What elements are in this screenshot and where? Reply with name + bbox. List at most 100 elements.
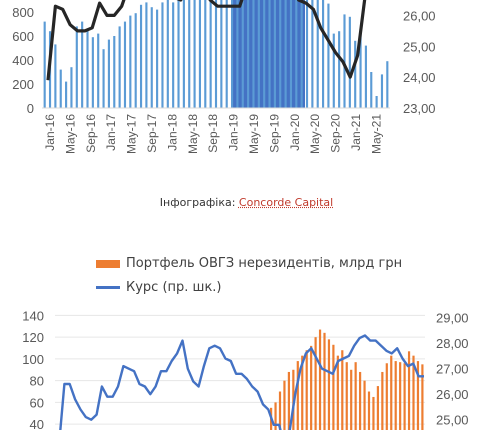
bar xyxy=(345,362,348,430)
x-tick-label: Sep-16 xyxy=(84,114,98,153)
bar xyxy=(166,0,169,108)
bar xyxy=(263,0,266,108)
bar xyxy=(372,396,375,430)
bar xyxy=(161,2,164,108)
bar xyxy=(367,391,371,430)
bar xyxy=(385,363,388,430)
x-tick-label: May-20 xyxy=(308,114,322,154)
x-tick-label: Jan-19 xyxy=(227,114,241,151)
bar xyxy=(284,0,287,108)
bar xyxy=(273,0,276,108)
x-tick-label: Sep-19 xyxy=(267,114,281,153)
bar xyxy=(70,67,73,108)
bar xyxy=(150,7,153,109)
bar xyxy=(123,21,127,109)
bar xyxy=(305,350,308,430)
bar xyxy=(220,0,223,108)
bar xyxy=(225,0,228,108)
bar xyxy=(403,363,406,430)
x-tick-label: Jan-21 xyxy=(349,114,363,151)
right-tick-label: 27,00 xyxy=(436,362,469,377)
bar xyxy=(394,361,397,430)
left-tick-label: 400 xyxy=(12,53,34,68)
bar xyxy=(295,0,298,108)
x-tick-label: May-17 xyxy=(125,114,139,154)
x-tick-label: Sep-20 xyxy=(329,114,343,153)
bar xyxy=(296,361,299,430)
bar xyxy=(118,26,121,108)
right-tick-label: 23,00 xyxy=(403,101,436,116)
bar xyxy=(247,0,250,108)
bar xyxy=(209,0,212,108)
bar xyxy=(390,355,393,430)
right-tick-label: 29,00 xyxy=(436,311,469,326)
bar xyxy=(97,33,100,108)
right-tick-label: 25,00 xyxy=(436,413,469,428)
bar xyxy=(343,14,346,108)
bar xyxy=(412,355,415,430)
legend-line-entry: Курс (пр. шк.) xyxy=(96,280,222,295)
bar xyxy=(193,0,196,108)
bar xyxy=(381,371,384,430)
bar xyxy=(407,351,411,430)
bar xyxy=(354,362,357,430)
bar xyxy=(81,21,84,109)
bar xyxy=(376,386,379,430)
bar xyxy=(359,33,362,108)
bar xyxy=(359,371,362,430)
x-tick-label: Jan-17 xyxy=(104,114,118,151)
bar xyxy=(139,4,143,108)
bar xyxy=(338,31,341,109)
bar xyxy=(336,355,339,430)
bar xyxy=(370,72,373,108)
bar xyxy=(327,339,331,430)
bar xyxy=(363,380,366,430)
bar xyxy=(399,362,402,430)
bar xyxy=(59,69,62,108)
bar xyxy=(341,350,344,430)
bar xyxy=(252,0,255,108)
bar xyxy=(416,361,420,430)
x-tick-label: May-16 xyxy=(63,114,77,154)
bar xyxy=(327,3,330,109)
right-tick-label: 26,00 xyxy=(436,387,469,402)
bar xyxy=(348,16,351,108)
bar xyxy=(54,44,57,108)
rate-line xyxy=(46,0,367,81)
bar xyxy=(305,0,309,108)
legend-bars-swatch xyxy=(96,259,120,268)
bar xyxy=(380,74,384,108)
bar xyxy=(134,13,137,109)
x-tick-label: May-18 xyxy=(186,114,200,154)
bar xyxy=(145,2,148,108)
left-tick-label: 120 xyxy=(22,330,44,345)
x-tick-label: Sep-18 xyxy=(206,114,220,153)
bar xyxy=(311,0,314,108)
bar xyxy=(102,49,105,108)
bar xyxy=(172,2,175,108)
bar xyxy=(364,45,367,108)
chart-bottom: 40 60 80 100 120 140 25,00 26,00 27,00 28,00 29,00 xyxy=(22,308,469,430)
bar xyxy=(375,96,378,108)
bar xyxy=(204,0,207,108)
legend-line-swatch xyxy=(96,286,120,289)
bar xyxy=(241,0,244,108)
bar xyxy=(274,402,277,430)
left-tick-label: 40 xyxy=(30,417,44,430)
left-tick-label: 200 xyxy=(12,77,34,92)
chart-top: 0 200 400 600 800 23,00 24,00 25,00 26,00 Jan-16 M… xyxy=(12,0,436,154)
x-tick-label: May-21 xyxy=(369,114,383,154)
bar xyxy=(354,40,357,108)
left-tick-label: 800 xyxy=(12,5,34,20)
bar xyxy=(314,337,317,430)
bar xyxy=(332,344,335,430)
bar xyxy=(75,26,78,108)
bar xyxy=(322,0,325,108)
bar xyxy=(278,391,282,430)
infographic-credit: Інфографіка: Concorde Capital xyxy=(0,196,493,209)
left-tick-label: 100 xyxy=(22,352,44,367)
legend-bars-entry: Портфель ОВГЗ нерезидентів, млрд грн xyxy=(96,256,402,271)
bar xyxy=(283,380,286,430)
bar xyxy=(323,332,326,430)
bar xyxy=(300,0,303,108)
